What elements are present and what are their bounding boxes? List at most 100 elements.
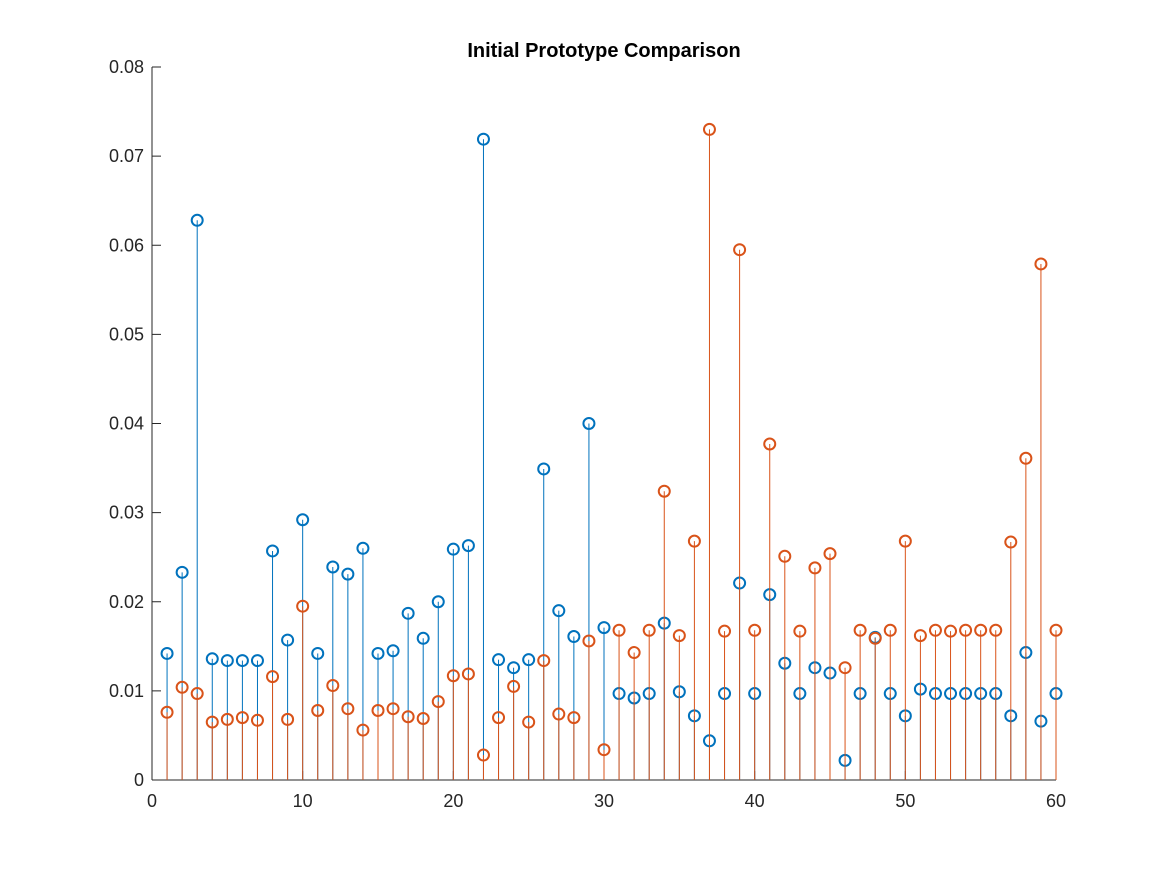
data-point — [250, 713, 264, 727]
data-point — [235, 711, 249, 725]
data-point — [582, 417, 596, 430]
x-tick-label: 0 — [147, 791, 157, 811]
data-point — [1019, 451, 1033, 465]
data-point — [989, 623, 1003, 637]
data-point — [281, 712, 295, 726]
data-point — [507, 661, 521, 675]
stem-series — [160, 122, 1063, 780]
data-point — [1034, 257, 1048, 271]
data-point — [431, 595, 445, 609]
data-point — [913, 629, 927, 643]
data-point — [552, 604, 566, 618]
y-tick-label: 0 — [134, 770, 144, 790]
data-point — [266, 670, 280, 684]
data-point — [597, 743, 611, 757]
data-point — [446, 669, 460, 683]
data-point — [476, 132, 490, 146]
data-point — [582, 634, 596, 648]
data-point — [687, 534, 701, 548]
data-point — [808, 561, 822, 575]
data-point — [718, 624, 732, 638]
data-point — [371, 646, 385, 660]
data-point — [205, 652, 219, 666]
data-point — [220, 712, 234, 726]
data-point — [748, 623, 762, 637]
data-point — [220, 654, 234, 668]
data-point — [567, 630, 581, 644]
data-point — [160, 646, 174, 660]
data-point — [492, 653, 506, 667]
data-point — [431, 695, 445, 709]
data-point — [326, 679, 340, 693]
data-point — [537, 462, 551, 476]
x-tick-label: 30 — [594, 791, 614, 811]
data-point — [552, 707, 566, 721]
y-tick-label: 0.08 — [109, 57, 144, 77]
y-tick-label: 0.02 — [109, 592, 144, 612]
chart-title: Initial Prototype Comparison — [467, 40, 740, 62]
data-point — [311, 703, 325, 717]
data-point — [386, 702, 400, 716]
data-point — [371, 703, 385, 717]
data-point — [416, 712, 430, 726]
data-point — [386, 644, 400, 658]
y-tick-label: 0.07 — [109, 146, 144, 166]
data-point — [522, 715, 536, 729]
data-point — [205, 715, 219, 729]
data-point — [612, 623, 626, 637]
stem-series-2 — [160, 122, 1063, 780]
data-point — [296, 599, 310, 613]
y-tick-label: 0.05 — [109, 324, 144, 344]
data-point — [266, 544, 280, 558]
x-tick-label: 20 — [443, 791, 463, 811]
data-point — [507, 679, 521, 693]
data-point — [672, 629, 686, 643]
data-point — [235, 654, 249, 668]
data-point — [326, 560, 340, 574]
data-point — [175, 680, 189, 694]
data-point — [974, 623, 988, 637]
data-point — [597, 621, 611, 635]
data-point — [250, 654, 264, 668]
data-point — [657, 484, 671, 498]
data-point — [537, 654, 551, 668]
stem-series-1 — [160, 132, 1063, 780]
data-point — [733, 243, 747, 257]
data-point — [175, 565, 189, 579]
data-point — [763, 437, 777, 451]
x-tick-label: 60 — [1046, 791, 1066, 811]
data-point — [778, 549, 792, 563]
data-point — [356, 723, 370, 737]
x-tick-label: 40 — [745, 791, 765, 811]
data-point — [567, 711, 581, 725]
data-point — [401, 606, 415, 620]
y-tick-label: 0.06 — [109, 235, 144, 255]
y-tick-label: 0.01 — [109, 681, 144, 701]
data-point — [461, 539, 475, 553]
x-tick-label: 10 — [293, 791, 313, 811]
data-point — [461, 667, 475, 681]
data-point — [446, 542, 460, 556]
data-point — [793, 624, 807, 638]
data-point — [401, 710, 415, 724]
data-point — [190, 687, 204, 701]
data-point — [341, 702, 355, 716]
data-point — [522, 653, 536, 667]
data-point — [883, 623, 897, 637]
data-point — [853, 623, 867, 637]
data-point — [627, 646, 641, 660]
data-point — [356, 541, 370, 555]
data-point — [492, 711, 506, 725]
x-tick-label: 50 — [895, 791, 915, 811]
data-point — [476, 748, 490, 762]
data-point — [416, 631, 430, 645]
data-point — [868, 631, 882, 645]
data-point — [311, 646, 325, 660]
data-point — [642, 623, 656, 637]
data-point — [898, 534, 912, 548]
y-tick-label: 0.04 — [109, 414, 144, 434]
data-point — [702, 122, 716, 136]
axes: 0 10 20 30 40 50 60 0 0.01 0.02 0.03 0.04 0.05 0.06 0.… — [109, 57, 1066, 811]
y-tick-label: 0.03 — [109, 503, 144, 523]
